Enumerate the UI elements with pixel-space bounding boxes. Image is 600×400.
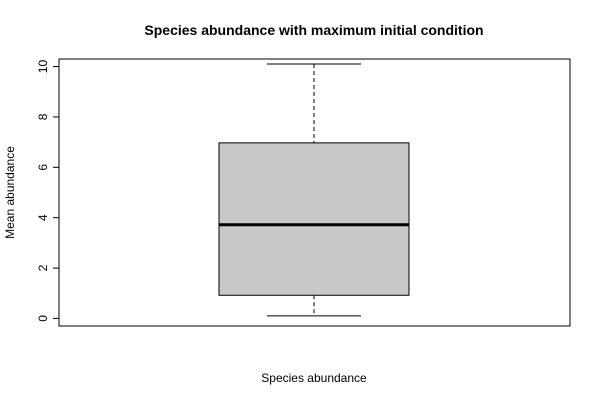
y-tick-label: 8 <box>36 113 50 120</box>
iqr-box <box>218 142 410 296</box>
x-axis-label: Species abundance <box>261 371 367 385</box>
y-tick-label: 0 <box>36 315 50 322</box>
chart-title: Species abundance with maximum initial c… <box>144 22 483 38</box>
y-tick-label: 2 <box>36 264 50 271</box>
y-tick-label: 10 <box>36 60 50 74</box>
y-axis-label: Mean abundance <box>3 146 17 239</box>
y-tick-label: 4 <box>36 214 50 221</box>
y-tick-label: 6 <box>36 164 50 171</box>
y-axis: 0 2 4 6 8 10 <box>36 60 60 322</box>
box-layer <box>218 63 410 317</box>
